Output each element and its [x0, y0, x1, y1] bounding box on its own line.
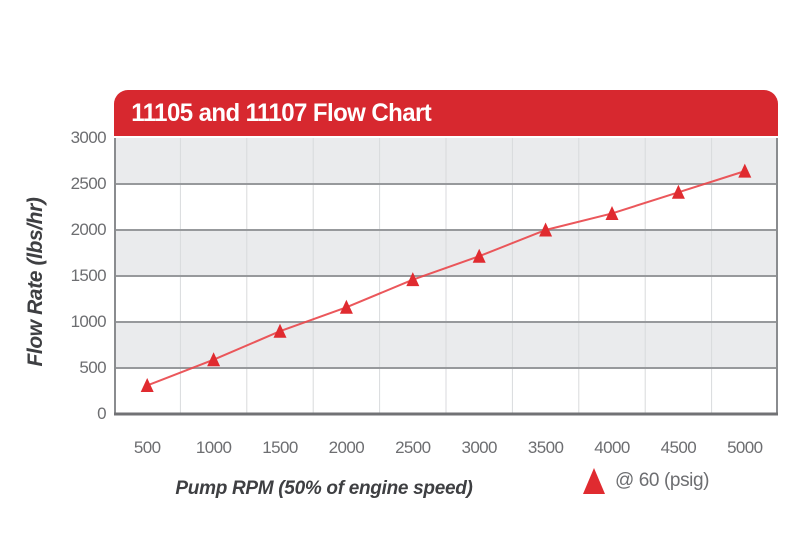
y-tick-label: 0 — [97, 404, 106, 423]
y-tick-label: 3000 — [70, 128, 107, 147]
data-point-triangle — [406, 272, 420, 287]
y-tick-label: 500 — [79, 358, 106, 377]
x-tick-label: 5000 — [727, 438, 763, 457]
x-tick-label: 1000 — [195, 438, 232, 457]
data-point-triangle — [738, 163, 752, 178]
legend-triangle-icon — [583, 468, 605, 494]
data-point-triangle — [207, 352, 221, 367]
x-axis-title: Pump RPM (50% of engine speed) — [175, 478, 473, 499]
x-tick-label: 3000 — [461, 438, 497, 457]
chart-title: 11105 and 11107 Flow Chart — [131, 98, 432, 127]
data-point-triangle — [671, 184, 685, 199]
data-point-triangle — [605, 205, 619, 220]
data-point-triangle — [472, 248, 486, 263]
legend-label: @ 60 (psig) — [615, 470, 710, 491]
y-tick-label: 2500 — [70, 174, 107, 193]
x-tick-label: 4000 — [594, 438, 630, 457]
data-point-triangle — [273, 323, 287, 338]
y-tick-label: 2000 — [70, 220, 107, 239]
x-tick-label: 2500 — [395, 438, 431, 457]
legend: @ 60 (psig) — [582, 467, 709, 495]
plot-area — [114, 138, 778, 416]
x-tick-label: 4500 — [660, 438, 697, 457]
x-tick-label: 1500 — [262, 438, 298, 457]
x-tick-label: 3500 — [527, 438, 564, 457]
x-tick-label: 2000 — [328, 438, 365, 457]
data-point-triangle — [339, 299, 353, 314]
x-tick-label: 500 — [133, 438, 161, 457]
data-point-triangle — [140, 377, 154, 392]
chart-header-banner: 11105 and 11107 Flow Chart — [114, 90, 778, 136]
y-tick-label: 1500 — [70, 266, 107, 285]
data-point-triangle — [539, 222, 553, 237]
y-tick-label: 1000 — [70, 312, 107, 331]
